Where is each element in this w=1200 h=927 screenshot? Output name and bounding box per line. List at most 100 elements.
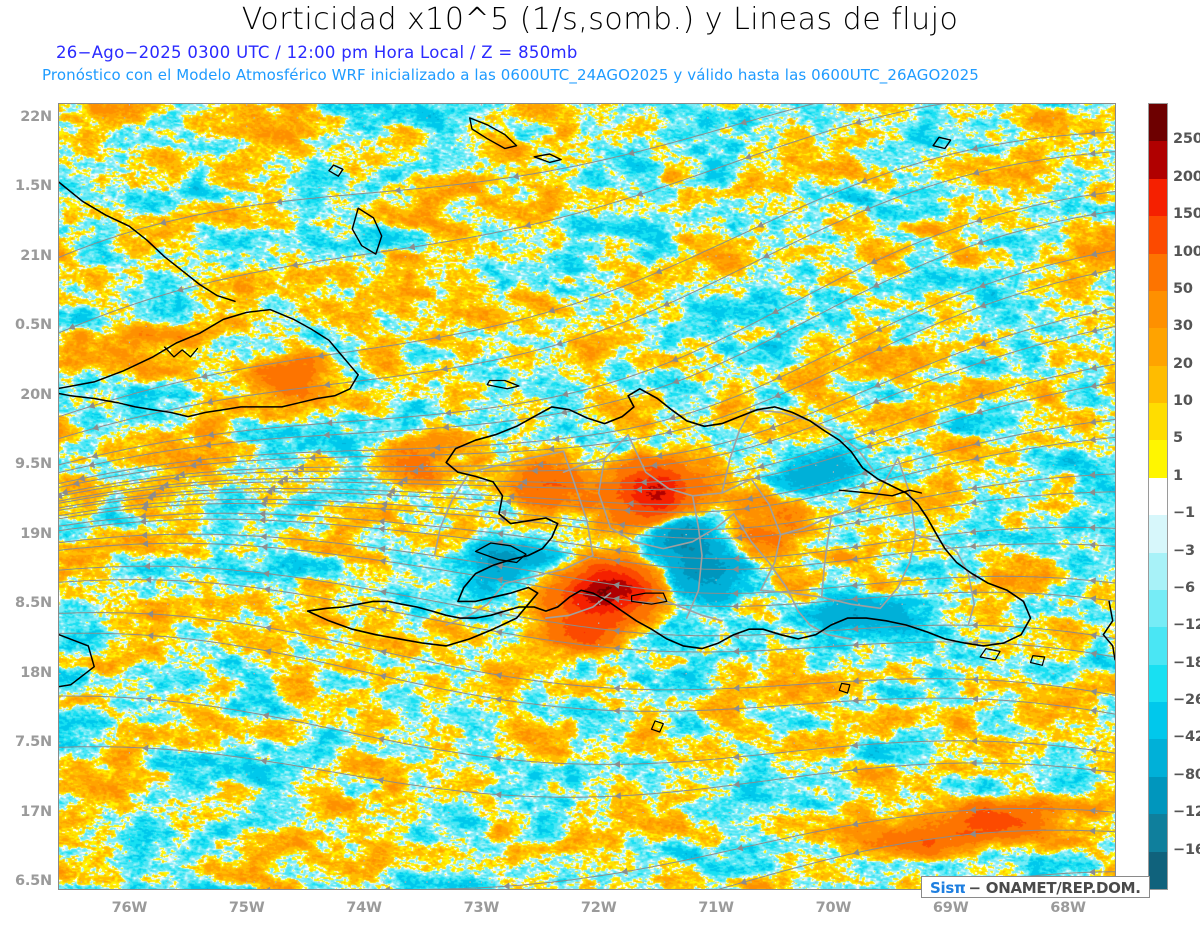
streamline-arrowhead [614,792,621,800]
streamline-arrowhead [149,490,157,498]
streamline-arrowhead [504,498,512,506]
colorbar-tick-label: −120 [1173,804,1200,821]
streamline-arrowhead [851,820,859,828]
streamline-arrowhead [323,431,330,439]
streamline-arrowhead [851,741,858,749]
colorbar-band [1149,477,1167,516]
colorbar-tick-label: −3 [1173,542,1195,559]
streamline-arrowhead [774,391,782,399]
streamline-arrowhead [970,759,977,767]
colorbar-band [1149,589,1167,628]
map-overlay-layer [59,104,1115,889]
streamline-arrowhead [852,677,859,685]
streamline-arrowhead [872,397,880,405]
colorbar-band [1149,253,1167,291]
streamline-arrowhead [157,484,165,492]
streamline-arrowhead [970,484,978,492]
streamline-arrowhead [496,530,504,538]
province-border [797,610,852,640]
streamline-arrowhead [379,557,386,565]
streamline-arrowhead [88,401,96,409]
coastline-hispaniola [306,388,1032,650]
streamline-arrowhead [561,390,569,398]
x-tick-label: 69W [932,900,969,916]
streamline-arrowhead [88,461,95,469]
streamline-arrowhead [1088,488,1096,496]
page-title: Vorticidad x10^5 (1/s,somb.) y Lineas de… [241,2,959,37]
y-tick-label: 0.5N [14,317,52,334]
colorbar-band [1149,702,1167,740]
province-border [838,433,876,473]
streamline-arrowhead [613,645,620,653]
streamline-arrowhead [140,531,148,539]
subtitle-valid-time: 26−Ago−2025 0300 UTC / 12:00 pm Hora Loc… [56,43,578,62]
streamline-arrowhead [860,177,868,184]
streamline-arrowhead [746,494,754,502]
streamline-arrowhead [207,431,215,439]
credit-badge: Sisπ − ONAMET/REP.DOM. [921,876,1150,898]
streamline-arrowhead [276,478,284,486]
streamline-arrowhead [1089,435,1096,443]
streamline-arrowhead [380,648,387,656]
streamline-arrowhead [441,365,449,373]
sistema-logo-text: Sisπ [930,878,966,897]
streamline [59,190,1115,466]
streamline-arrowhead [262,712,270,720]
streamline [59,363,1115,502]
streamline-arrowhead [200,372,208,380]
streamline [59,268,1115,488]
colorbar-bands [1148,103,1168,890]
lake-enriquillo [631,592,668,605]
streamline-arrowhead [971,144,979,152]
streamline-arrowhead [496,576,503,584]
streamline-arrowhead [1088,868,1096,876]
streamline-arrowhead [621,867,628,875]
streamline-arrowhead [260,533,267,541]
x-tick-label: 70W [815,900,852,916]
streamline-arrowhead [1089,541,1096,549]
streamline-arrowhead [972,168,980,176]
streamline-arrowhead [512,172,520,180]
streamline-arrowhead [613,581,620,589]
streamline [59,131,1115,418]
streamline-arrowhead [671,355,679,363]
streamline-arrowhead [971,695,979,703]
streamline-arrowhead [78,474,86,482]
streamline-arrowhead [732,565,739,573]
streamline-arrowhead [979,340,987,347]
streamline [59,518,1115,570]
streamline-arrowhead [655,452,663,460]
streamline-arrowhead [92,423,100,431]
streamline-arrowhead [973,439,981,447]
province-border [445,582,506,626]
streamline-arrowhead [275,198,283,206]
streamline-arrowhead [377,735,385,743]
streamline-arrowhead [297,463,304,472]
streamline-arrowhead [975,216,983,224]
y-tick-label: 9.5N [14,456,52,473]
streamline [59,533,1115,594]
streamline-arrowhead [736,844,744,852]
streamline-arrowhead [775,373,783,381]
streamline-arrowhead [326,419,333,427]
streamline-arrowhead [428,451,435,459]
streamline-arrowhead [260,757,268,765]
streamline-arrowhead [870,257,878,265]
streamline-arrowhead [524,221,532,229]
streamline-arrowhead [408,243,416,251]
coastline-bahamas [351,207,383,255]
y-tick-label: 22N [20,108,52,125]
streamline-arrowhead [411,467,418,475]
coastline-cuba [59,308,359,418]
streamline-arrowhead [1090,364,1098,372]
streamline [59,695,1115,765]
vorticity-shading-layer [59,104,1115,889]
streamline-arrowhead [396,479,403,488]
streamline-arrowhead [401,476,408,484]
province-border [759,589,882,610]
streamline-arrowhead [1089,577,1096,585]
colorbar-tick-label: 1 [1173,467,1183,484]
streamline [59,632,1115,715]
streamline [59,491,1115,540]
streamline-arrowhead [1089,418,1097,426]
